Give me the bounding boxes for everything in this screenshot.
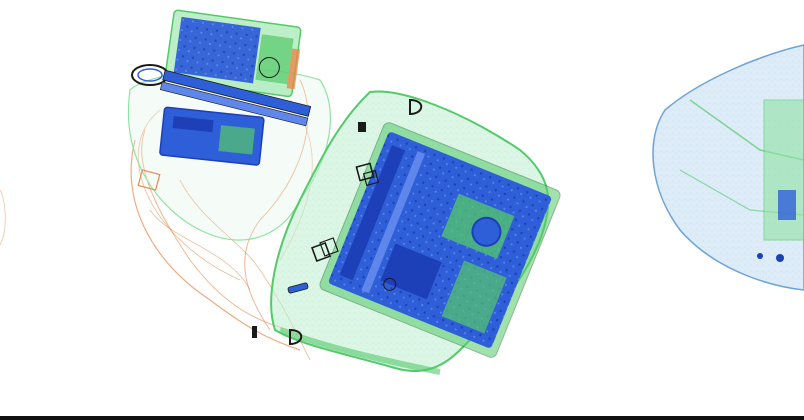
- bottom-edge-bar: [0, 416, 804, 420]
- round-bag-partial: [652, 44, 804, 291]
- cable-bundle-bag: [128, 9, 331, 361]
- laptop-bag: [252, 90, 561, 375]
- power-bank: [159, 106, 265, 166]
- laptop: [319, 122, 561, 358]
